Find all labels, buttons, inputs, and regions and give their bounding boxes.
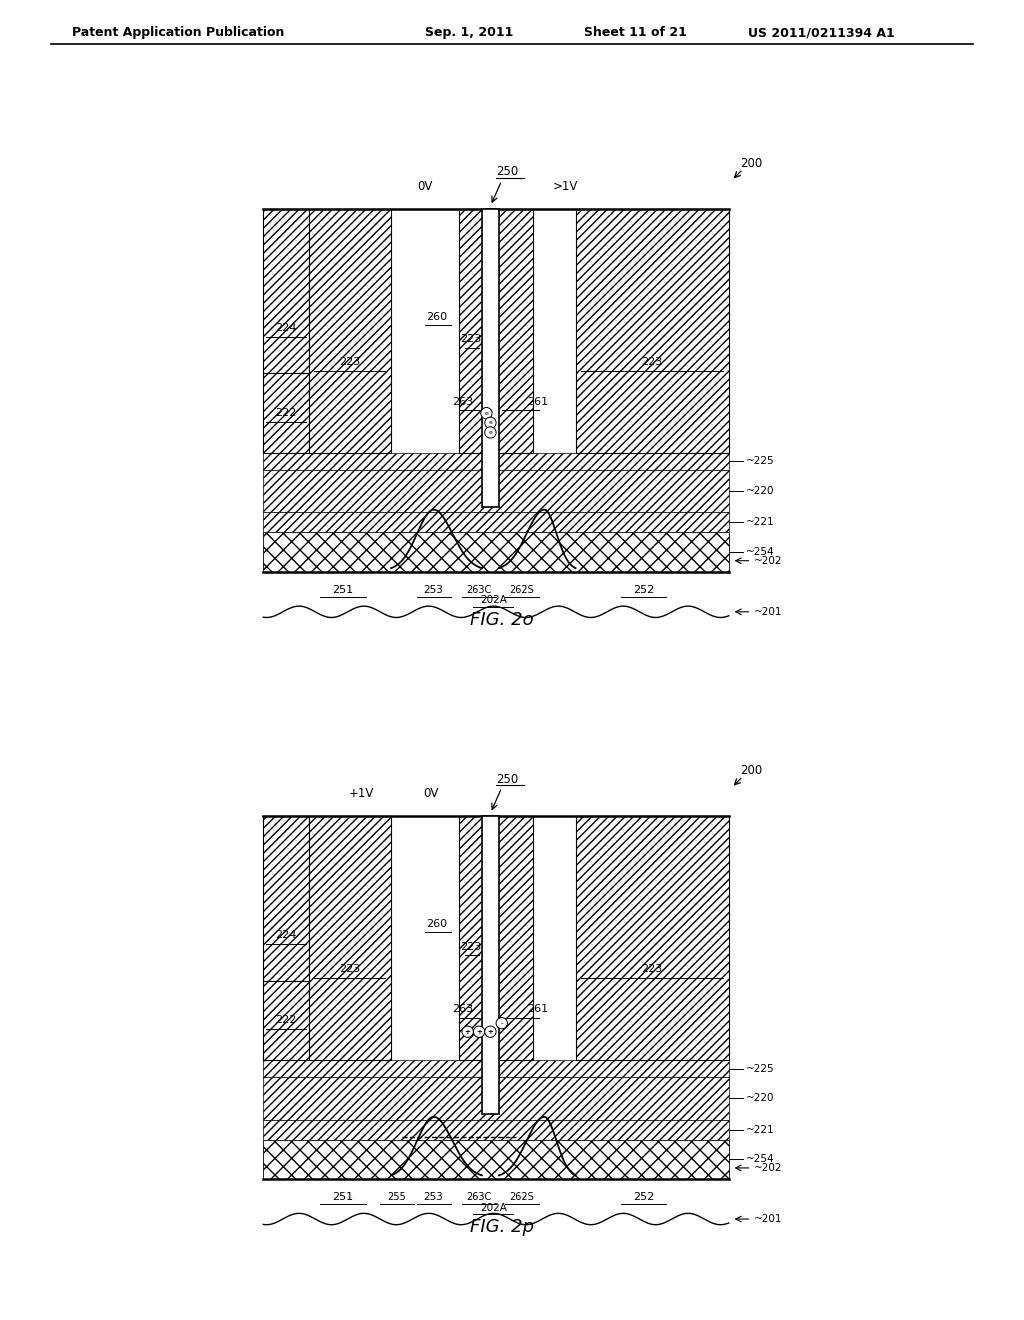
Text: ~254: ~254 [745,1155,774,1164]
Bar [575,816,729,1060]
Text: Sep. 1, 2011: Sep. 1, 2011 [425,26,513,40]
Bar [459,209,532,453]
Bar [309,209,391,453]
Circle shape [484,426,496,438]
Text: +: + [476,1028,482,1035]
Text: 263C: 263C [466,585,492,595]
Text: ~201: ~201 [755,607,782,616]
Text: 263C: 263C [466,1192,492,1203]
Text: 223: 223 [339,358,360,367]
Text: FIG. 2o: FIG. 2o [470,611,534,628]
Text: 223: 223 [460,941,481,952]
Bar [575,209,729,453]
Text: 202A: 202A [480,1203,507,1213]
Text: 250: 250 [496,165,518,178]
Text: 251: 251 [332,1192,353,1203]
Text: 251: 251 [332,585,353,595]
Text: 223: 223 [642,965,663,974]
Text: e: e [488,430,493,436]
Text: ~221: ~221 [745,1125,774,1135]
Bar [263,453,729,470]
Circle shape [462,1026,473,1038]
Text: 263: 263 [453,1005,473,1014]
Text: 260: 260 [426,919,447,929]
Text: US 2011/0211394 A1: US 2011/0211394 A1 [748,26,894,40]
Text: Sheet 11 of 21: Sheet 11 of 21 [584,26,686,40]
Text: +1V: +1V [348,787,374,800]
Text: +: + [487,1028,494,1035]
Text: 261: 261 [527,397,549,407]
Circle shape [473,1026,484,1038]
Text: 263: 263 [453,397,473,407]
Text: 224: 224 [275,323,297,333]
Circle shape [496,1018,508,1028]
Text: 200: 200 [740,764,763,777]
Bar [263,532,729,572]
Text: ~220: ~220 [745,486,774,496]
Text: 223: 223 [642,358,663,367]
Text: 252: 252 [633,585,654,595]
Text: 223: 223 [339,965,360,974]
Bar [459,816,532,1060]
Bar [263,816,309,981]
Circle shape [484,417,496,429]
Text: 222: 222 [275,408,297,418]
Circle shape [480,408,493,418]
Text: 255: 255 [387,1192,407,1203]
Text: 0V: 0V [418,180,433,193]
Bar [263,512,729,532]
Text: ~202: ~202 [755,1163,782,1173]
Text: Patent Application Publication: Patent Application Publication [72,26,284,40]
Text: ~225: ~225 [745,1064,774,1073]
Text: 250: 250 [496,772,518,785]
Text: 224: 224 [275,931,297,940]
Text: ~254: ~254 [745,548,774,557]
Bar [263,1077,729,1119]
Text: ~201: ~201 [755,1214,782,1224]
Text: e: e [484,411,488,416]
Text: FIG. 2p: FIG. 2p [470,1218,534,1236]
Bar [263,1060,729,1077]
Text: 222: 222 [275,1015,297,1026]
Text: e: e [488,420,493,425]
Bar [263,981,309,1060]
Text: ~221: ~221 [745,517,774,528]
Bar [263,1139,729,1179]
Text: ~220: ~220 [745,1093,774,1104]
Bar [482,816,499,1114]
Text: ~202: ~202 [755,556,782,566]
Text: ~225: ~225 [745,457,774,466]
Text: 260: 260 [426,312,447,322]
Text: 261: 261 [527,1005,549,1014]
Text: 223: 223 [460,334,481,345]
Text: 262S: 262S [509,585,534,595]
Bar [482,209,499,507]
Text: 0V: 0V [423,787,438,800]
Text: >1V: >1V [553,180,579,193]
Text: -: - [501,1020,503,1026]
Bar [263,209,309,374]
Bar [263,1119,729,1139]
Bar [263,470,729,512]
Text: 253: 253 [424,1192,443,1203]
Circle shape [484,1026,496,1038]
Text: 252: 252 [633,1192,654,1203]
Bar [309,816,391,1060]
Text: 200: 200 [740,157,763,170]
Text: +: + [465,1028,471,1035]
Text: 262S: 262S [509,1192,534,1203]
Text: 253: 253 [424,585,443,595]
Bar [263,374,309,453]
Text: 202A: 202A [480,595,507,606]
